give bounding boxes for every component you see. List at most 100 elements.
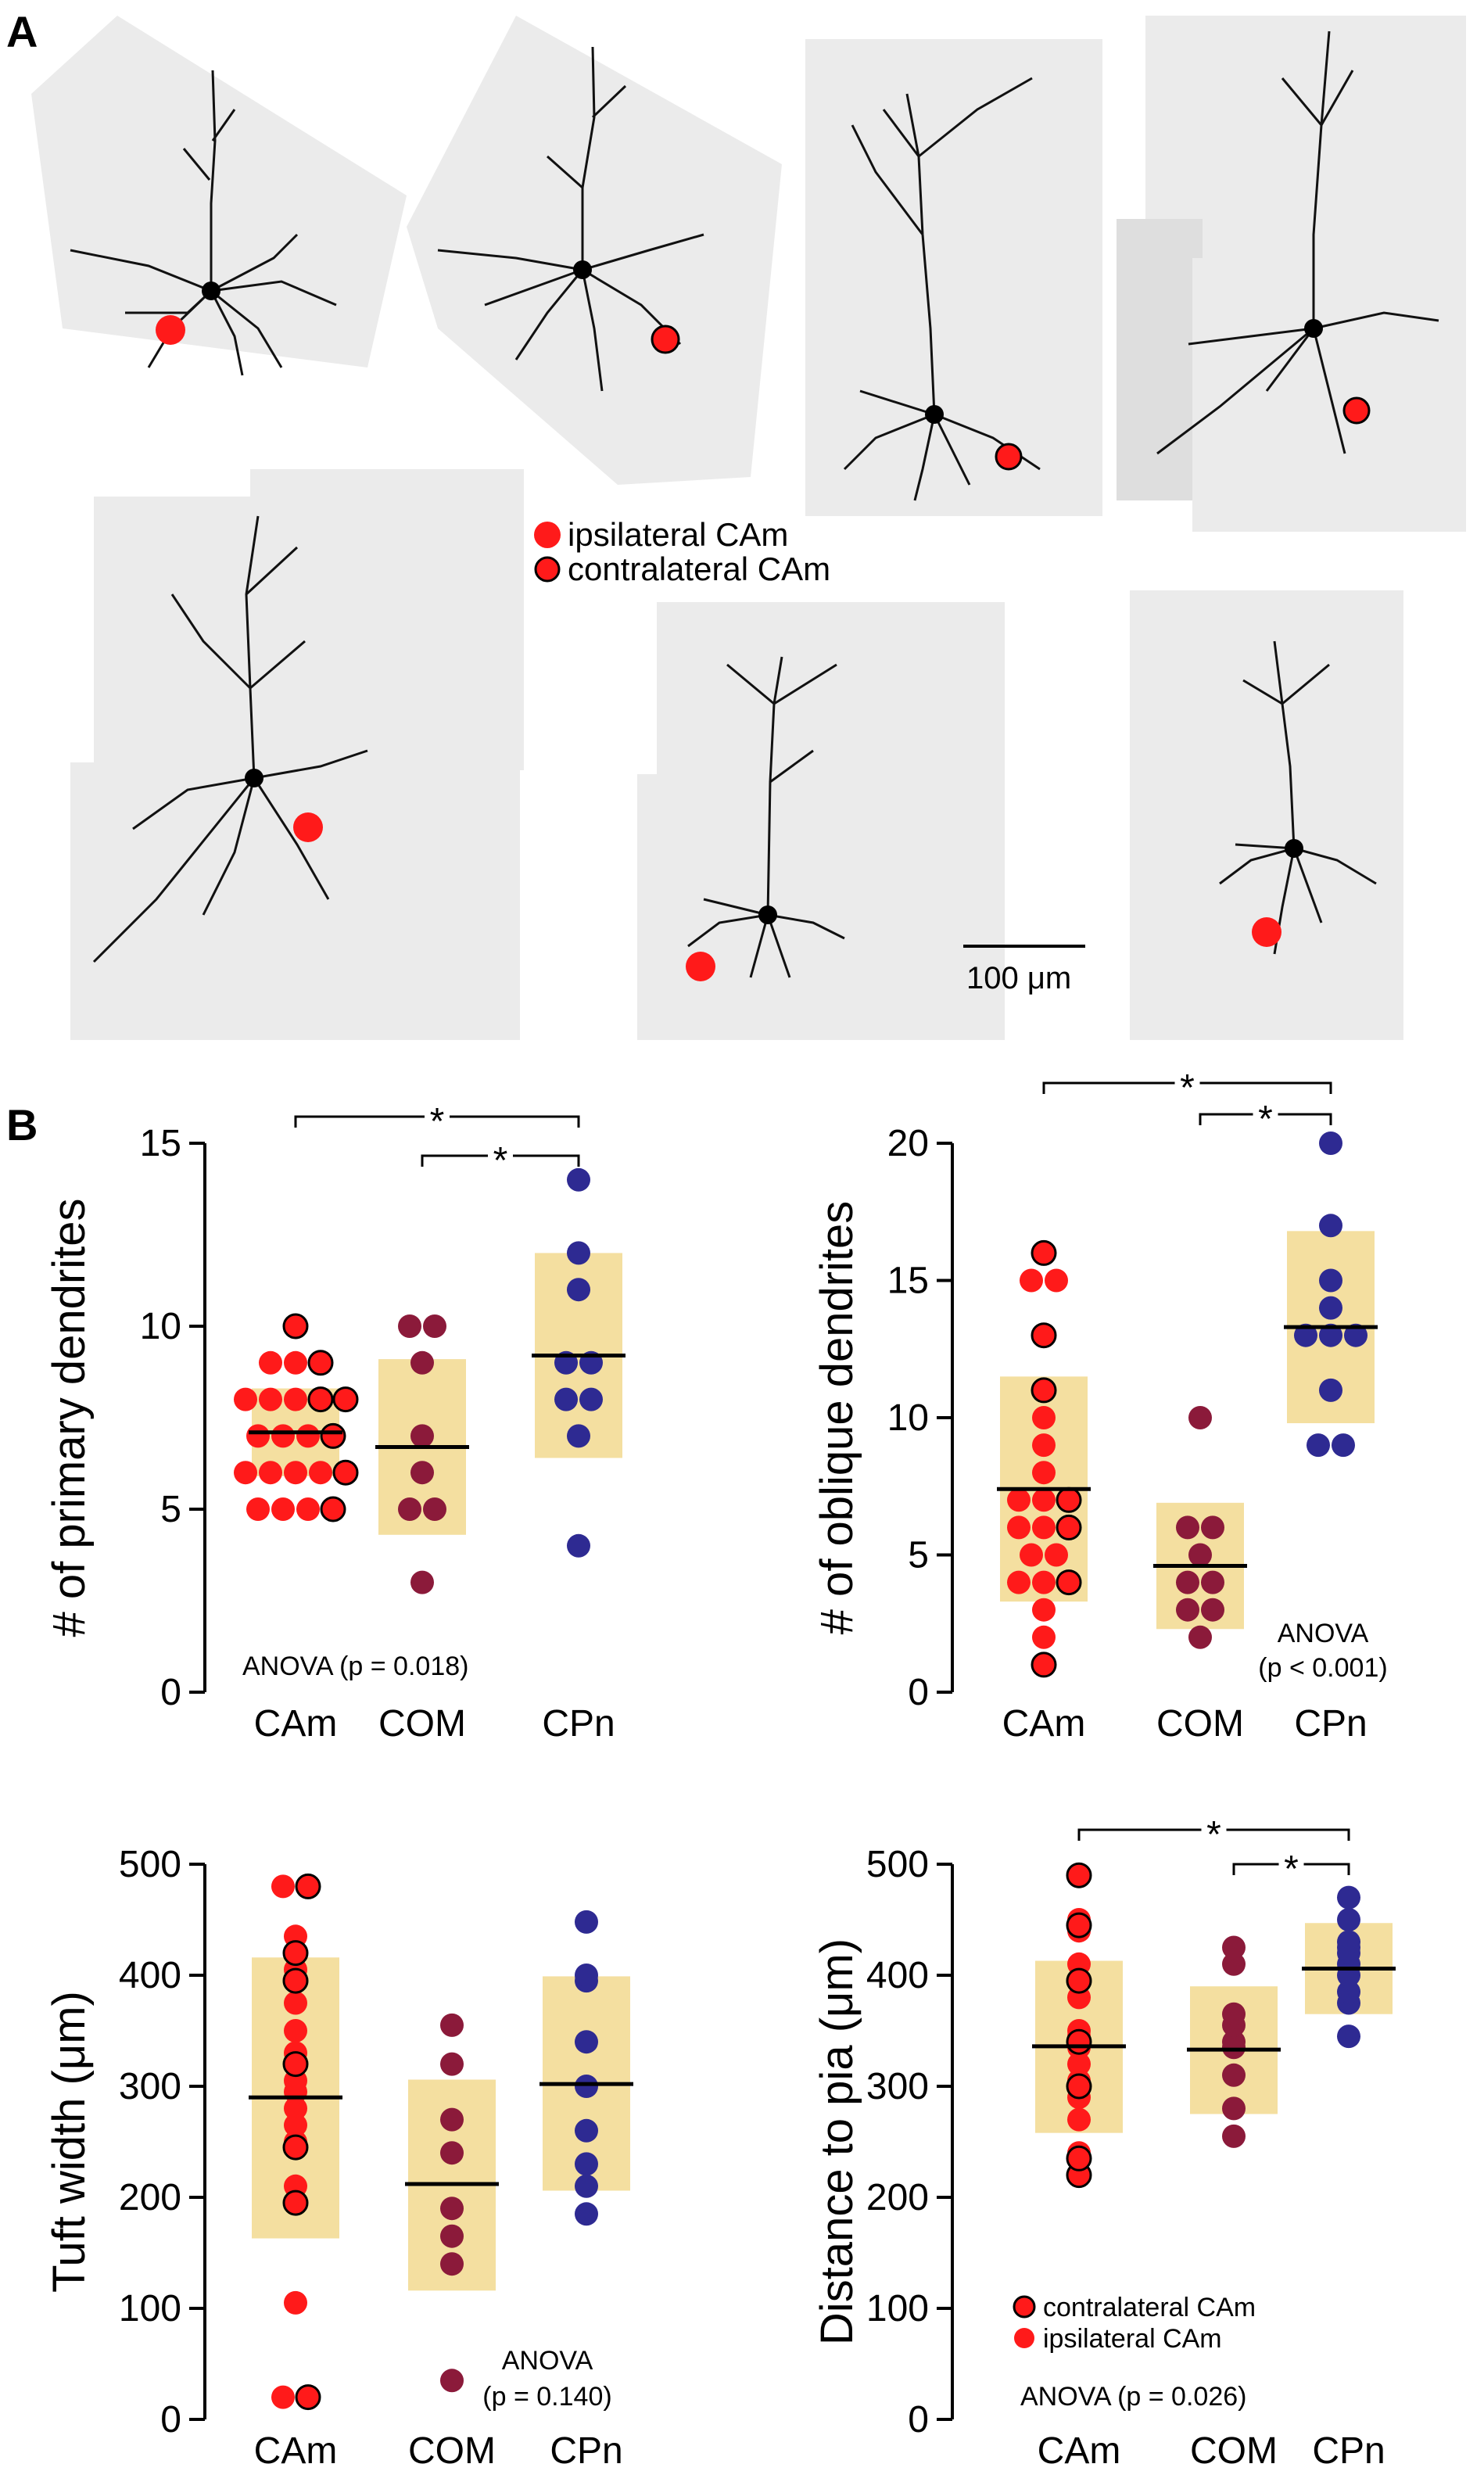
anova-text: (p = 0.140) xyxy=(482,2382,611,2412)
x-category-label: CPn xyxy=(550,2430,622,2471)
significance-gap xyxy=(1253,1105,1278,1124)
data-point xyxy=(1222,2124,1246,2148)
data-point-contra xyxy=(282,1967,309,1994)
data-point xyxy=(440,2141,464,2165)
y-tick-label: 400 xyxy=(119,1955,181,1996)
significance-gap xyxy=(425,1107,450,1126)
data-point-contra xyxy=(1056,1569,1082,1596)
y-tick-label: 400 xyxy=(866,1955,929,1996)
panel-label-b: B xyxy=(6,1100,38,1149)
chart-tuft-width: 0 100 200 300 400 500 Tuft width (μm) CAm COM CPn… xyxy=(44,1844,633,2471)
marker-contra-1 xyxy=(651,325,680,354)
data-point-ipsi xyxy=(1067,2107,1091,2132)
data-point xyxy=(567,1167,590,1192)
data-point xyxy=(579,1387,603,1411)
x-category-label: COM xyxy=(1190,2430,1278,2471)
legend-contra-marker xyxy=(1013,2295,1036,2319)
data-point xyxy=(440,2252,464,2276)
marker-ipsi-1 xyxy=(156,315,185,345)
data-point-ipsi xyxy=(284,2290,307,2315)
data-point-ipsi xyxy=(1067,2052,1091,2076)
data-point-ipsi xyxy=(246,1424,270,1448)
data-point-ipsi xyxy=(271,1424,295,1448)
x-category-label: CPn xyxy=(1294,1703,1367,1745)
y-tick-label: 0 xyxy=(908,1672,929,1713)
neuron-image-6 xyxy=(637,602,1005,1040)
data-point-ipsi xyxy=(259,1461,282,1485)
significance-star: * xyxy=(493,1140,508,1182)
data-point xyxy=(1188,1543,1212,1567)
legend-contra-marker xyxy=(534,556,561,583)
chart-oblique-dendrites: 0 5 10 15 20 # of oblique dendrites CAm COM CPn *… xyxy=(812,1067,1388,1745)
chart-distance-to-pia: 0 100 200 300 400 500 Distance to pia (μm) CAm C… xyxy=(812,1814,1396,2471)
y-tick-label: 100 xyxy=(866,2288,929,2329)
data-point-ipsi xyxy=(284,2113,307,2137)
y-tick-label: 200 xyxy=(119,2177,181,2218)
data-point xyxy=(1222,2002,1246,2026)
data-point xyxy=(423,1497,446,1521)
data-point-contra xyxy=(320,1422,346,1449)
y-tick-label: 500 xyxy=(866,1844,929,1885)
y-tick-label: 5 xyxy=(160,1489,181,1530)
significance-star: * xyxy=(1258,1099,1273,1140)
data-point-contra xyxy=(1066,1967,1092,1994)
scale-bar: 100 μm xyxy=(963,945,1085,995)
data-point-ipsi xyxy=(284,1461,307,1485)
data-point-contra xyxy=(307,1350,334,1376)
data-point xyxy=(398,1497,421,1521)
y-axis-title: # of oblique dendrites xyxy=(812,1201,862,1635)
y-tick-label: 20 xyxy=(887,1123,929,1164)
x-category-label: COM xyxy=(378,1703,466,1745)
data-point-ipsi xyxy=(296,1424,320,1448)
data-point-ipsi xyxy=(284,2096,307,2121)
data-point xyxy=(1176,1598,1199,1622)
x-category-label: CAm xyxy=(1002,1703,1086,1745)
data-point-ipsi xyxy=(284,1387,307,1411)
data-point xyxy=(440,2197,464,2221)
significance-star: * xyxy=(1284,1849,1299,1890)
data-point-ipsi xyxy=(1007,1488,1031,1512)
marker-ipsi-3 xyxy=(686,952,715,981)
data-point-contra xyxy=(282,2134,309,2161)
y-tick-label: 0 xyxy=(908,2399,929,2441)
significance-star: * xyxy=(430,1101,445,1142)
y-tick-label: 0 xyxy=(160,1672,181,1713)
data-point-contra xyxy=(1031,1652,1057,1678)
data-point xyxy=(575,1910,598,1934)
data-point xyxy=(1319,1323,1342,1347)
y-axis-title: # of primary dendrites xyxy=(44,1199,95,1637)
data-point-contra xyxy=(295,2384,321,2411)
significance-gap xyxy=(1201,1820,1227,1839)
data-point xyxy=(410,1350,434,1375)
anova-text: ANOVA (p = 0.026) xyxy=(1020,2382,1246,2412)
y-axis-title: Tuft width (μm) xyxy=(44,1991,95,2293)
data-point xyxy=(1337,1908,1360,1931)
anova-text: ANOVA (p = 0.018) xyxy=(242,1652,468,1681)
anova-text: ANOVA xyxy=(502,2346,593,2376)
data-point xyxy=(1337,1885,1360,1910)
neuron-image-7 xyxy=(1130,590,1403,1040)
data-point xyxy=(567,1241,590,1265)
data-point xyxy=(398,1314,421,1338)
legend-ipsi-label: ipsilateral CAm xyxy=(568,516,788,553)
data-point-ipsi xyxy=(309,1461,332,1485)
data-point-contra xyxy=(1056,1514,1082,1540)
data-point-ipsi xyxy=(284,1991,307,2015)
data-point xyxy=(1201,1570,1224,1594)
data-point xyxy=(440,2369,464,2393)
panel-label-a: A xyxy=(6,7,38,56)
data-point xyxy=(1337,1930,1360,1954)
neuron-image-3 xyxy=(805,39,1102,516)
data-point-contra xyxy=(320,1496,346,1522)
significance-star: * xyxy=(1180,1067,1195,1109)
data-point xyxy=(1201,1515,1224,1540)
data-point xyxy=(1332,1433,1355,1458)
data-point xyxy=(575,2030,598,2054)
data-point-ipsi xyxy=(234,1461,257,1485)
data-point-ipsi xyxy=(1007,1570,1031,1594)
scale-bar-label: 100 μm xyxy=(966,961,1071,995)
data-point-ipsi xyxy=(284,1350,307,1375)
data-point xyxy=(575,2075,598,2098)
x-category-label: CAm xyxy=(254,1703,338,1745)
